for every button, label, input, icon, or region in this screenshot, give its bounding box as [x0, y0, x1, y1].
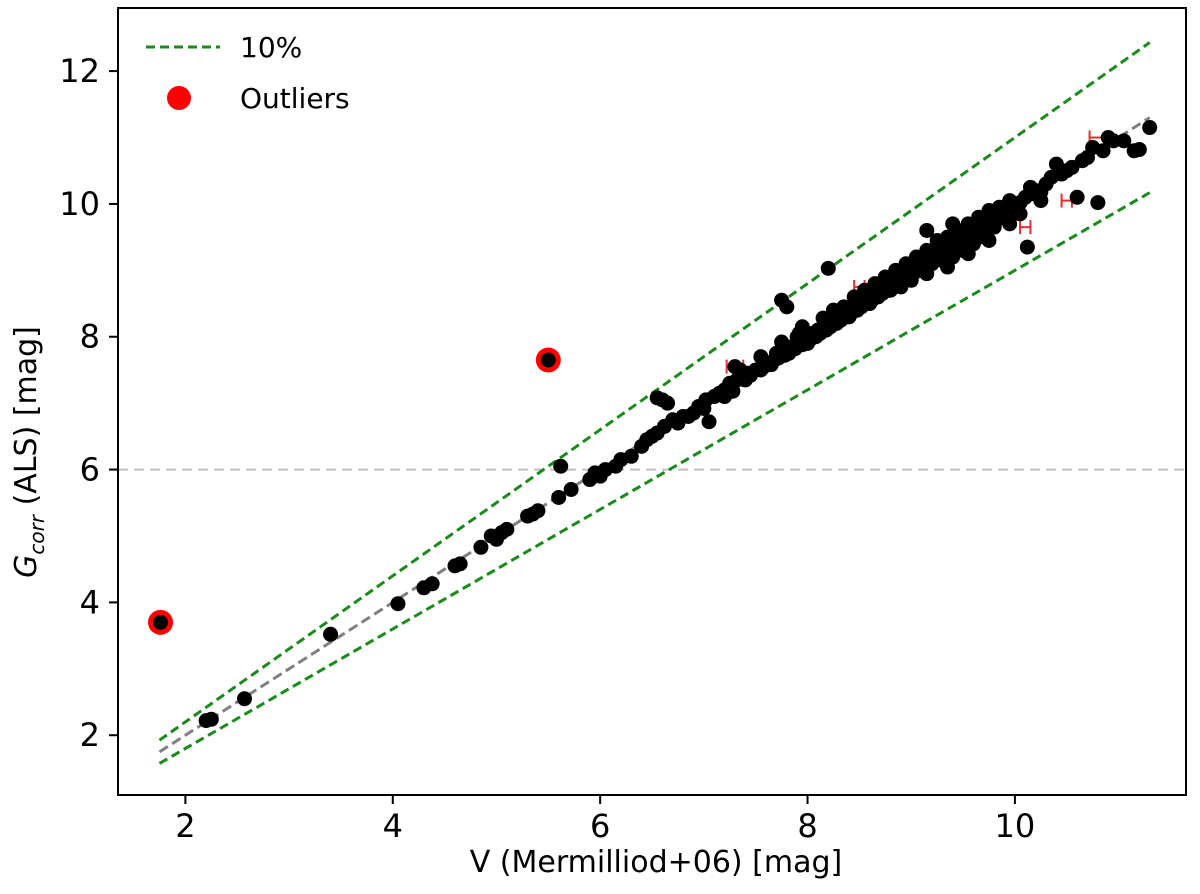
data-point	[237, 691, 253, 707]
y-tick-label: 4	[80, 583, 100, 621]
data-point	[1095, 143, 1111, 159]
data-point	[1090, 195, 1106, 211]
x-tick-label: 2	[175, 807, 195, 845]
data-point	[1033, 193, 1049, 209]
data-point	[774, 334, 790, 350]
data-point	[323, 626, 339, 642]
data-point	[1012, 206, 1028, 222]
data-point	[789, 329, 805, 345]
data-point	[623, 448, 639, 464]
legend-outliers-label: Outliers	[240, 82, 350, 115]
data-point	[877, 269, 893, 285]
legend-10pct-label: 10%	[240, 31, 302, 64]
data-point	[1142, 120, 1158, 136]
legend: 10% Outliers	[146, 31, 350, 115]
data-point	[153, 614, 169, 630]
data-point	[203, 711, 219, 727]
x-tick-label: 4	[383, 807, 403, 845]
data-point	[1069, 189, 1085, 205]
y-tick-label: 8	[80, 318, 100, 356]
y-axis-label-subscript: corr	[25, 513, 49, 554]
data-point	[424, 576, 440, 592]
data-point	[919, 266, 935, 282]
data-point	[1019, 239, 1035, 255]
data-point	[1002, 193, 1018, 209]
data-point	[473, 539, 489, 555]
data-point	[981, 203, 997, 219]
data-points	[148, 120, 1158, 729]
data-point	[753, 349, 769, 365]
data-point	[960, 216, 976, 232]
y-tick-label: 6	[80, 451, 100, 489]
data-point	[820, 260, 836, 276]
data-point	[452, 556, 468, 572]
data-point	[940, 259, 956, 275]
data-point	[553, 458, 569, 474]
y-tick-label: 10	[59, 185, 100, 223]
data-point	[540, 352, 556, 368]
data-point	[981, 232, 997, 248]
data-point	[898, 256, 914, 272]
data-point	[530, 503, 546, 519]
data-point	[940, 229, 956, 245]
legend-outliers-marker-icon	[167, 86, 191, 110]
data-point	[1002, 216, 1018, 232]
data-point	[1043, 169, 1059, 185]
data-point	[499, 521, 515, 537]
y-axis-label: Gcorr (ALS) [mag]	[9, 326, 49, 578]
y-tick-label: 2	[80, 716, 100, 754]
data-point	[919, 222, 935, 238]
data-point	[551, 489, 567, 505]
axis-ticks: 2 4 6 8 10 2 4 6 8 10 12	[59, 52, 1035, 845]
data-point	[390, 596, 406, 612]
data-point	[1116, 133, 1132, 149]
data-point	[893, 279, 909, 295]
data-point	[857, 282, 873, 298]
data-point	[1105, 133, 1121, 149]
x-tick-label: 8	[797, 807, 817, 845]
data-point	[779, 299, 795, 315]
data-point	[986, 219, 1002, 235]
lower-10pct-line	[158, 191, 1151, 765]
y-axis-label-main: G	[9, 555, 44, 578]
data-point	[960, 246, 976, 262]
x-tick-label: 10	[995, 807, 1036, 845]
data-point	[919, 242, 935, 258]
data-point	[660, 395, 676, 411]
plot-frame	[117, 7, 1187, 796]
data-point	[717, 389, 733, 405]
data-point	[701, 414, 717, 430]
data-point	[732, 362, 748, 378]
data-point	[815, 310, 831, 326]
data-point	[1022, 179, 1038, 195]
data-point	[836, 299, 852, 315]
y-axis-label-rest: (ALS) [mag]	[9, 326, 44, 515]
x-axis-label: V (Mermilliod+06) [mag]	[470, 845, 842, 880]
data-point	[862, 296, 878, 312]
x-tick-label: 6	[590, 807, 610, 845]
data-point	[1131, 141, 1147, 157]
data-point	[563, 481, 579, 497]
y-tick-label: 12	[59, 52, 100, 90]
